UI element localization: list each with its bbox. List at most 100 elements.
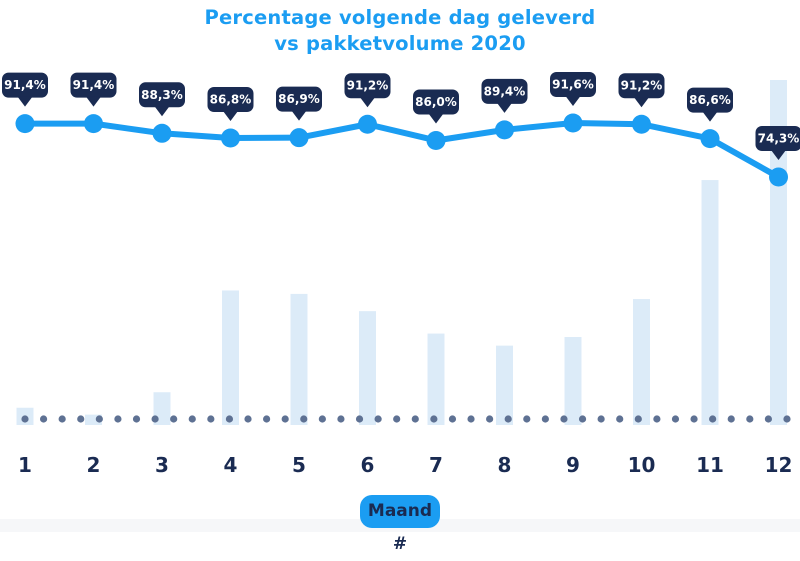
volume-bar: [222, 290, 239, 425]
value-tooltip-label: 74,3%: [758, 132, 800, 146]
baseline-dot: [226, 415, 233, 422]
x-axis-label: 5: [292, 453, 306, 477]
baseline-dot: [690, 415, 697, 422]
baseline-dot: [746, 415, 753, 422]
x-axis-label: 10: [628, 453, 656, 477]
value-tooltip-pointer: [566, 96, 581, 106]
x-axis-label: 6: [361, 453, 375, 477]
baseline-dot: [393, 415, 400, 422]
x-axis-label: 2: [87, 453, 101, 477]
volume-bar: [702, 180, 719, 425]
line-point: [358, 115, 377, 134]
value-tooltip-label: 88,3%: [141, 88, 183, 102]
baseline-dot: [133, 415, 140, 422]
volume-bar: [291, 294, 308, 425]
chart-card: Percentage volgende dag geleverd vs pakk…: [0, 0, 800, 532]
x-axis-label: 12: [765, 453, 793, 477]
volume-bar: [565, 337, 582, 425]
baseline-dot: [40, 415, 47, 422]
value-tooltip-label: 91,4%: [4, 78, 46, 92]
volume-bar: [428, 334, 445, 425]
baseline-dot: [467, 415, 474, 422]
value-tooltip-pointer: [429, 113, 444, 123]
baseline-dot: [207, 415, 214, 422]
baseline-dot: [560, 415, 567, 422]
x-axis-label: 8: [498, 453, 512, 477]
baseline-dot: [783, 415, 790, 422]
x-axis-badge: Maand #: [360, 495, 440, 528]
line-point: [290, 128, 309, 147]
line-point: [632, 115, 651, 134]
value-tooltip-label: 91,4%: [73, 78, 115, 92]
value-tooltip-label: 86,6%: [689, 93, 731, 107]
line-point: [769, 168, 788, 187]
volume-bar: [633, 299, 650, 425]
baseline-dot: [189, 415, 196, 422]
baseline-dot: [412, 415, 419, 422]
value-tooltip-pointer: [18, 97, 33, 107]
combo-chart: 91,4% 91,4% 88,3% 86,8% 86,9% 91,2% 86,0% 89,4%…: [0, 0, 800, 532]
baseline-dot: [151, 415, 158, 422]
baseline-dot: [653, 415, 660, 422]
line-point: [427, 131, 446, 150]
baseline-dot: [319, 415, 326, 422]
baseline-dot: [449, 415, 456, 422]
value-tooltip-label: 86,9%: [278, 92, 320, 106]
baseline-dot: [21, 415, 28, 422]
value-tooltip-pointer: [155, 106, 170, 116]
baseline-dot: [96, 415, 103, 422]
value-tooltip-pointer: [497, 103, 512, 113]
baseline-dot: [505, 415, 512, 422]
baseline-dot: [672, 415, 679, 422]
volume-bar: [359, 311, 376, 425]
volume-bar: [496, 346, 513, 425]
line-point: [564, 114, 583, 133]
value-tooltip-pointer: [360, 97, 375, 107]
baseline-dot: [486, 415, 493, 422]
line-point: [153, 124, 172, 143]
baseline-dot: [523, 415, 530, 422]
value-tooltip-pointer: [292, 111, 307, 121]
baseline-dot: [765, 415, 772, 422]
baseline-dot: [728, 415, 735, 422]
line-point: [84, 114, 103, 133]
value-tooltip-label: 91,6%: [552, 78, 594, 92]
line-point: [221, 128, 240, 147]
baseline-dot: [356, 415, 363, 422]
baseline-dot: [709, 415, 716, 422]
x-axis-label: 7: [429, 453, 443, 477]
x-axis-label: 4: [224, 453, 238, 477]
baseline-dot: [598, 415, 605, 422]
value-tooltip-pointer: [223, 111, 238, 121]
line-point: [701, 129, 720, 148]
baseline-dot: [244, 415, 251, 422]
baseline-dot: [542, 415, 549, 422]
baseline-dot: [59, 415, 66, 422]
baseline-dot: [263, 415, 270, 422]
baseline-dot: [300, 415, 307, 422]
baseline-dot: [337, 415, 344, 422]
percentage-line: [25, 123, 779, 177]
baseline-dot: [282, 415, 289, 422]
value-tooltip-pointer: [634, 97, 649, 107]
line-point: [495, 120, 514, 139]
value-tooltip-label: 86,0%: [415, 95, 457, 109]
baseline-dot: [579, 415, 586, 422]
line-point: [16, 114, 35, 133]
value-tooltip-label: 89,4%: [484, 84, 526, 98]
baseline-dot: [77, 415, 84, 422]
baseline-dot: [616, 415, 623, 422]
x-axis-label: 1: [18, 453, 32, 477]
baseline-dot: [430, 415, 437, 422]
value-tooltip-label: 91,2%: [621, 79, 663, 93]
baseline-dot: [635, 415, 642, 422]
value-tooltip-label: 86,8%: [210, 92, 252, 106]
value-tooltip-pointer: [86, 97, 101, 107]
x-axis-label: 9: [566, 453, 580, 477]
baseline-dot: [375, 415, 382, 422]
value-tooltip-label: 91,2%: [347, 79, 389, 93]
baseline-dot: [114, 415, 121, 422]
x-axis-label: 3: [155, 453, 169, 477]
value-tooltip-pointer: [703, 112, 718, 122]
x-axis-label: 11: [696, 453, 724, 477]
